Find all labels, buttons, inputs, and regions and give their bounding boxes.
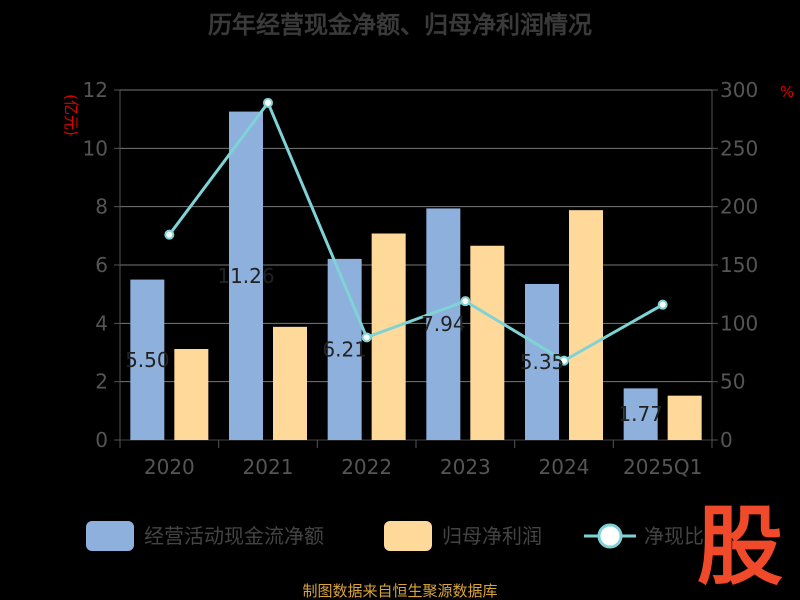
bar-labels: 5.50 11.26 6.21 7.94 5.35 1.77 [125,264,663,426]
x-tick-label: 2020 [144,455,195,479]
legend: 经营活动现金流净额 归母净利润 净现比 [86,521,704,551]
axes: 0 2 4 6 8 10 12 0 50 100 150 200 250 300 2020 2021 2022 2… [83,78,759,479]
source-note: 制图数据来自恒生聚源数据库 [302,582,497,600]
left-tick-label: 2 [95,370,108,394]
watermark-logo: 股 [697,497,783,597]
ratio-point [361,332,372,343]
ratio-point [657,299,668,310]
x-tick-label: 2021 [243,455,294,479]
right-tick-label: 250 [720,136,758,160]
right-tick-label: 0 [720,428,733,452]
right-tick-label: 300 [720,78,758,102]
legend-swatch-net-profit [384,521,432,551]
right-tick-label: 50 [720,370,745,394]
bar-cashflow [426,208,461,440]
bar-data-label: 1.77 [618,402,663,426]
bar-data-label: 11.26 [217,264,274,288]
left-tick-label: 4 [95,311,108,335]
left-tick-label: 8 [95,195,108,219]
bar-net-profit [667,395,702,440]
ratio-line [164,97,668,366]
x-tick-label: 2022 [341,455,392,479]
bar-net-profit [569,210,603,440]
left-tick-label: 6 [95,253,108,277]
bar-cashflow [229,111,263,440]
x-tick-label: 2023 [440,455,491,479]
legend-marker-ratio [597,523,623,549]
chart-title: 历年经营现金净额、归母净利润情况 [208,11,592,39]
x-tick-label: 2024 [539,455,590,479]
left-axis-unit: (亿元) [62,94,80,136]
left-tick-label: 10 [83,136,108,160]
ratio-point [263,97,273,108]
bar-data-label: 5.50 [125,348,170,372]
ratio-point [460,296,471,307]
gridlines [120,89,712,441]
ratio-point [164,229,175,240]
bars [130,111,702,440]
bar-data-label: 5.35 [520,350,565,374]
right-tick-label: 150 [720,253,758,277]
bar-data-label: 7.94 [421,312,466,336]
right-tick-label: 200 [720,195,758,219]
left-tick-label: 12 [83,78,108,102]
legend-swatch-cashflow [86,521,134,551]
bar-data-label: 6.21 [322,337,367,361]
bar-net-profit [470,245,505,440]
ratio-line-path [168,99,664,363]
watermark-glyph: 股 [697,497,783,597]
right-tick-label: 100 [720,311,758,335]
bar-cashflow [327,258,362,440]
bar-cashflow [525,283,559,440]
bar-cashflow [130,279,165,440]
bar-net-profit [174,349,209,440]
bar-net-profit [273,326,307,440]
legend-label-cashflow: 经营活动现金流净额 [144,524,324,548]
bar-net-profit [371,233,406,440]
left-tick-label: 0 [95,428,108,452]
x-tick-label: 2025Q1 [623,455,702,479]
legend-label-net-profit: 归母净利润 [442,524,542,548]
right-axis-unit: % [780,83,794,101]
bar-cashflow [623,388,658,440]
ratio-point [559,355,569,366]
legend-label-ratio: 净现比 [644,524,704,548]
